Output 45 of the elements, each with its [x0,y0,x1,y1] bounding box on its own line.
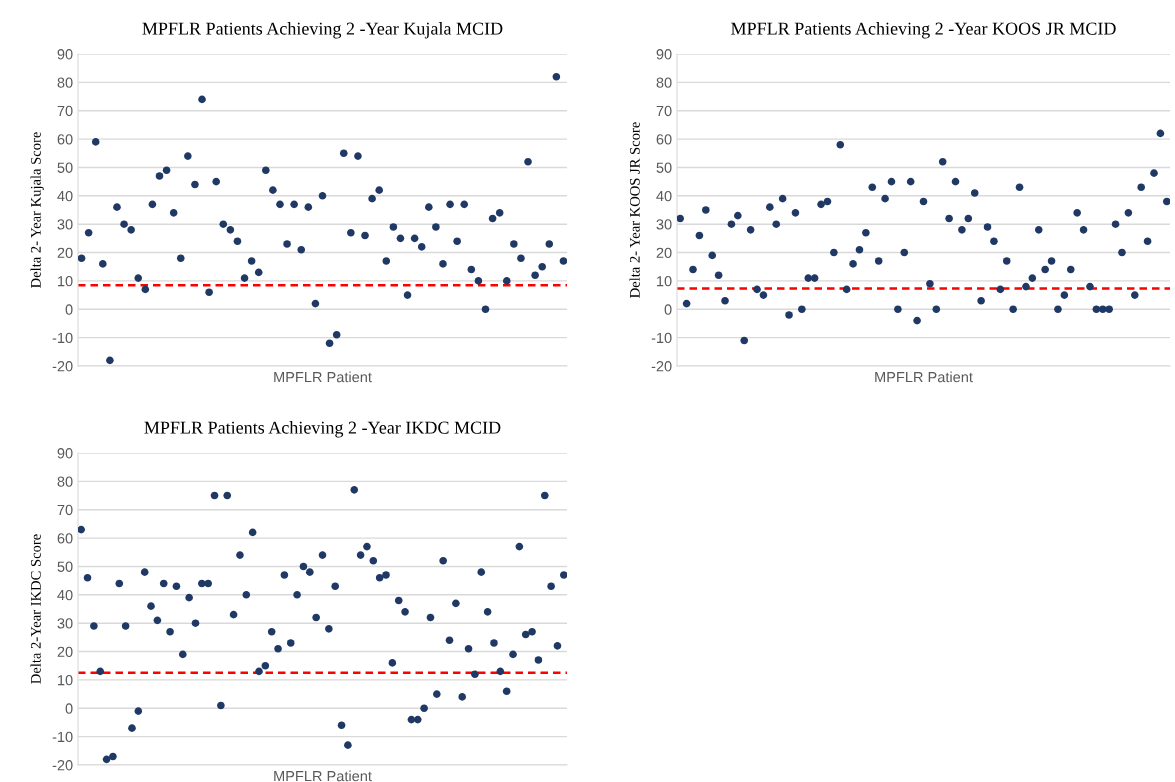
y-tick-label: -10 [651,332,672,344]
y-tick-label: 80 [57,77,73,88]
y-tick-label: 70 [57,105,73,117]
chart-title: MPFLR Patients Achieving 2 -Year KOOS JR MCID [731,22,1116,39]
y-tick-label: 10 [58,675,73,686]
y-tick-label: 0 [65,703,73,714]
y-tick-label: 60 [57,533,73,544]
y-tick-label: 30 [57,618,73,629]
y-tick-label: -20 [52,760,73,771]
y-tick-label: 40 [57,589,73,601]
y-tick-label: 70 [57,504,73,516]
y-axis-title: Delta 2- Year Kujala Score [30,132,44,288]
y-tick-label: 70 [656,105,672,117]
y-tick-label: -10 [52,332,73,344]
y-tick-label: -20 [52,361,73,372]
y-tick-label: 40 [57,190,73,202]
y-tick-label: 90 [656,49,672,60]
chart-title: MPFLR Patients Achieving 2 -Year Kujala MCID [142,22,503,39]
y-axis-title: Delta 2- Year KOOS JR Score [629,122,640,298]
y-tick-label: 50 [57,561,73,572]
y-tick-label: 10 [657,276,672,287]
y-tick-label: 40 [656,190,672,202]
y-tick-label: 80 [656,77,672,88]
y-axis-title: Delta 2-Year IKDC Score [30,534,41,684]
y-tick-label: 20 [57,247,73,258]
x-axis-title: MPFLR Patient [875,371,973,383]
y-tick-label: 30 [656,219,672,230]
y-tick-label: 20 [656,247,672,258]
y-tick-label: 0 [65,304,73,315]
y-tick-label: 80 [57,476,73,487]
y-tick-label: 20 [57,646,73,657]
y-tick-label: 90 [57,49,73,60]
y-tick-label: -10 [52,731,73,743]
y-tick-label: 50 [656,162,672,173]
x-axis-title: MPFLR Patient [274,770,372,782]
y-tick-label: 50 [57,162,73,173]
y-tick-label: 10 [58,276,73,287]
y-tick-label: 30 [57,219,73,230]
x-axis-title: MPFLR Patient [274,371,372,383]
y-tick-label: 90 [57,448,73,459]
y-tick-label: 60 [57,134,73,145]
chart-title: MPFLR Patients Achieving 2 -Year IKDC MCID [144,421,501,438]
y-tick-label: -20 [651,361,672,372]
y-tick-label: 0 [664,304,672,315]
y-tick-label: 60 [656,134,672,145]
